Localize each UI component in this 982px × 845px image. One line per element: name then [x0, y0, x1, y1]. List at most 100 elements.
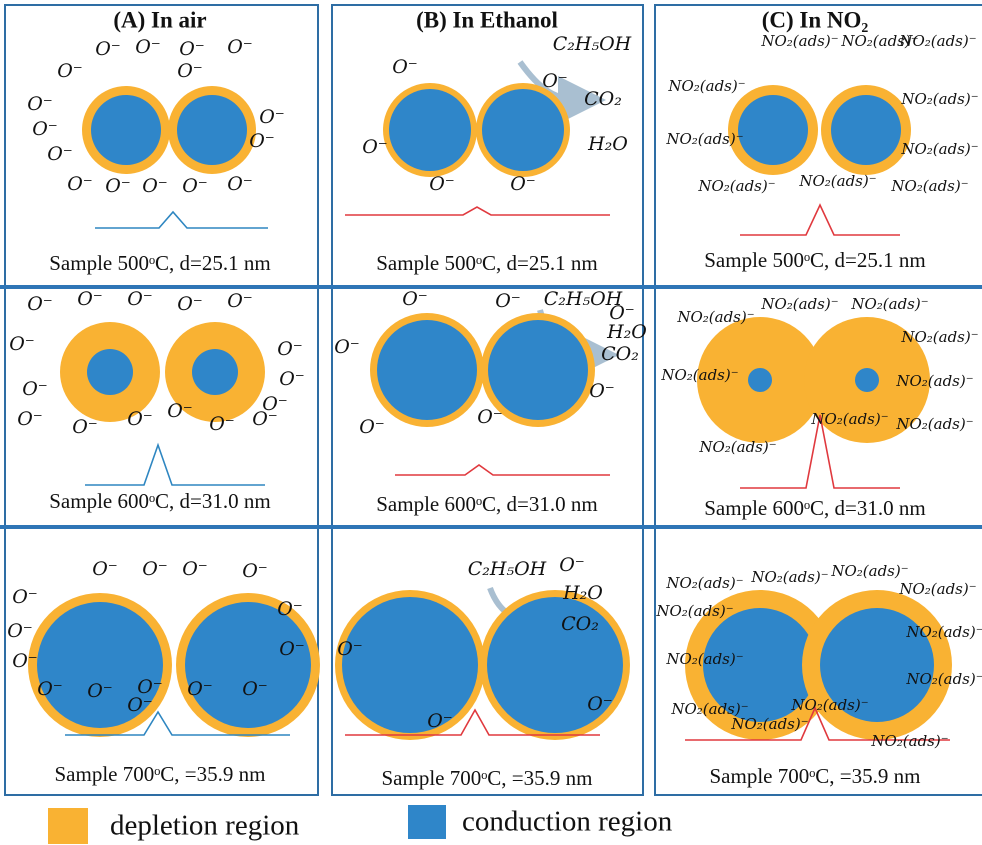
species-label: O⁻ [589, 380, 615, 402]
conduction-region [389, 89, 471, 171]
species-label: NO₂(ads)⁻ [840, 32, 918, 50]
species-label: O⁻ [47, 143, 73, 165]
barrier-profile [685, 706, 950, 741]
species-label: H₂O [562, 582, 603, 604]
species-label: NO₂(ads)⁻ [665, 130, 743, 148]
species-label: O⁻ [242, 678, 268, 700]
species-label: O⁻ [279, 368, 305, 390]
panel-title: (A) In air [113, 7, 206, 32]
species-label: O⁻ [242, 560, 268, 582]
legend-label: conduction region [462, 806, 673, 838]
conduction-region [192, 349, 238, 395]
conduction-region [703, 608, 817, 722]
conduction-region [342, 597, 478, 733]
species-label: O⁻ [135, 36, 161, 58]
species-label: NO₂(ads)⁻ [676, 308, 754, 326]
species-label: O⁻ [277, 338, 303, 360]
species-label: O⁻ [12, 650, 38, 672]
panel-frame [331, 4, 644, 796]
species-label: O⁻ [32, 118, 58, 140]
species-label: NO₂(ads)⁻ [810, 410, 888, 428]
species-label: O⁻ [9, 333, 35, 355]
species-label: NO₂(ads)⁻ [660, 366, 738, 384]
species-label: O⁻ [209, 413, 235, 435]
species-label: NO₂(ads)⁻ [760, 32, 838, 50]
species-label: NO₂(ads)⁻ [905, 623, 982, 641]
barrier-profile [345, 708, 600, 736]
species-label: O⁻ [402, 288, 428, 310]
species-label: NO₂(ads)⁻ [890, 177, 968, 195]
species-label: O⁻ [262, 393, 288, 415]
species-label: NO₂(ads)⁻ [760, 295, 838, 313]
species-label: O⁻ [182, 558, 208, 580]
species-label: O⁻ [87, 680, 113, 702]
species-label: O⁻ [279, 638, 305, 660]
panel-title: (C) In NO₂ [762, 7, 869, 32]
species-label: NO₂(ads)⁻ [730, 715, 808, 733]
species-label: O⁻ [182, 175, 208, 197]
species-label: H₂O [587, 133, 628, 155]
species-label: O⁻ [92, 558, 118, 580]
conduction-region [87, 349, 133, 395]
species-label: NO₂(ads)⁻ [870, 732, 948, 750]
conduction-region [820, 608, 934, 722]
species-label: O⁻ [542, 70, 568, 92]
species-label: NO₂(ads)⁻ [900, 90, 978, 108]
species-label: NO₂(ads)⁻ [750, 568, 828, 586]
species-label: O⁻ [142, 558, 168, 580]
species-label: NO₂(ads)⁻ [798, 172, 876, 190]
species-label: O⁻ [609, 302, 635, 324]
sample-caption: Sample 500ᵒC, d=25.1 nm [704, 248, 925, 272]
species-label: O⁻ [259, 106, 285, 128]
species-label: NO₂(ads)⁻ [790, 696, 868, 714]
sample-caption: Sample 700ᵒC, =35.9 nm [382, 766, 593, 790]
barrier-profile [345, 206, 610, 216]
species-label: O⁻ [227, 290, 253, 312]
species-label: O⁻ [167, 400, 193, 422]
species-label: O⁻ [477, 406, 503, 428]
species-label: NO₂(ads)⁻ [895, 415, 973, 433]
species-label: O⁻ [227, 36, 253, 58]
conduction-region [738, 95, 808, 165]
conduction-region [37, 602, 163, 728]
sample-caption: Sample 500ᵒC, d=25.1 nm [49, 251, 270, 275]
species-label: O⁻ [495, 290, 521, 312]
panel-frame [654, 4, 982, 796]
barrier-profile [740, 414, 900, 489]
species-label: O⁻ [27, 293, 53, 315]
sample-caption: Sample 600ᵒC, d=31.0 nm [704, 496, 925, 520]
conduction-region [488, 320, 588, 420]
species-label: O⁻ [137, 676, 163, 698]
species-label: NO₂(ads)⁻ [898, 32, 976, 50]
species-label: C₂H₅OH [544, 288, 623, 310]
species-label: CO₂ [601, 343, 639, 365]
conduction-region [855, 368, 879, 392]
conduction-region [487, 597, 623, 733]
species-label: O⁻ [57, 60, 83, 82]
species-label: NO₂(ads)⁻ [895, 372, 973, 390]
conduction-region [831, 95, 901, 165]
species-label: NO₂(ads)⁻ [900, 328, 978, 346]
species-label: O⁻ [510, 173, 536, 195]
conduction-region [377, 320, 477, 420]
species-label: O⁻ [277, 598, 303, 620]
conduction-region [185, 602, 311, 728]
conduction-region [482, 89, 564, 171]
legend-label: depletion region [110, 810, 300, 842]
species-label: O⁻ [17, 408, 43, 430]
conduction-region [177, 95, 247, 165]
species-label: NO₂(ads)⁻ [665, 650, 743, 668]
species-label: NO₂(ads)⁻ [898, 580, 976, 598]
legend-swatch [408, 805, 446, 839]
species-label: NO₂(ads)⁻ [830, 562, 908, 580]
barrier-profile [395, 464, 610, 476]
species-label: O⁻ [77, 288, 103, 310]
species-label: NO₂(ads)⁻ [900, 140, 978, 158]
species-label: CO₂ [584, 88, 622, 110]
species-label: O⁻ [22, 378, 48, 400]
species-label: O⁻ [72, 416, 98, 438]
species-label: O⁻ [7, 620, 33, 642]
species-label: O⁻ [179, 38, 205, 60]
barrier-profile [740, 203, 900, 236]
